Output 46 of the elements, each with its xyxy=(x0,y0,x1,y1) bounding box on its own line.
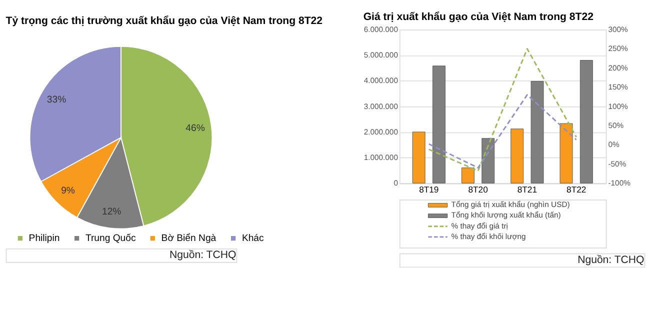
bar xyxy=(530,81,544,184)
x-tick-label: 8T19 xyxy=(419,184,439,194)
text: Nguồn: TCHQ xyxy=(578,254,644,266)
y2-tick-label: 50% xyxy=(608,120,624,130)
legend-label: % thay đổi giá trị xyxy=(451,221,508,230)
y2-tick-label: 300% xyxy=(608,24,628,34)
legend-label: Tổng giá trị xuất khẩu (nghìn USD) xyxy=(451,200,570,210)
y-tick-label: 4.000.000 xyxy=(364,76,398,86)
bar xyxy=(510,128,524,184)
data-label: 33% xyxy=(46,94,67,106)
data-label: 46% xyxy=(186,123,206,134)
legend-label: Philipin xyxy=(28,233,60,244)
y-tick-label: 0 xyxy=(394,178,398,188)
y2-tick-label: -50% xyxy=(608,159,626,168)
chart-title: Tỷ trọng các thị trường xuất khẩu gạo của Việt Nam trong 8T22 xyxy=(6,14,323,27)
data-label: 12% xyxy=(102,206,122,218)
bar xyxy=(580,60,593,184)
chart-title: Giá trị xuất khẩu gạo của Việt Nam trong 8T22 xyxy=(363,10,594,23)
y-tick-label: 3.000.000 xyxy=(364,102,398,111)
y2-tick-label: 0% xyxy=(608,140,620,150)
legend-label: Tổng khối lượng xuất khẩu (tấn) xyxy=(451,210,562,220)
bar xyxy=(412,132,426,184)
y2-tick-label: 100% xyxy=(608,102,628,111)
y-tick-label: 1.000.000 xyxy=(364,152,398,162)
line-series xyxy=(428,48,578,172)
y2-tick-label: -100% xyxy=(608,178,631,188)
bar xyxy=(482,138,495,184)
y-tick-label: 2.000.000 xyxy=(364,127,398,136)
legend-label: % thay đổi khối lượng xyxy=(451,232,526,241)
bar xyxy=(461,168,474,184)
y2-tick-label: 150% xyxy=(608,82,628,92)
line-series xyxy=(428,94,578,169)
bar xyxy=(432,66,446,184)
x-tick-label: 8T22 xyxy=(566,184,586,194)
y-tick-label: 6.000.000 xyxy=(364,24,398,34)
y2-tick-label: 250% xyxy=(608,44,628,54)
x-tick-label: 8T21 xyxy=(517,184,538,194)
y-tick-label: 5.000.000 xyxy=(364,50,398,60)
legend-label: Trung Quốc xyxy=(85,233,136,244)
text: Nguồn: TCHQ xyxy=(170,249,236,262)
legend-label: Bờ Biển Ngà xyxy=(161,233,217,244)
bar xyxy=(560,123,573,184)
y2-tick-label: 200% xyxy=(608,63,628,72)
legend-label: Khác xyxy=(242,233,264,244)
x-tick-label: 8T20 xyxy=(468,184,488,194)
data-label: 9% xyxy=(61,185,76,196)
